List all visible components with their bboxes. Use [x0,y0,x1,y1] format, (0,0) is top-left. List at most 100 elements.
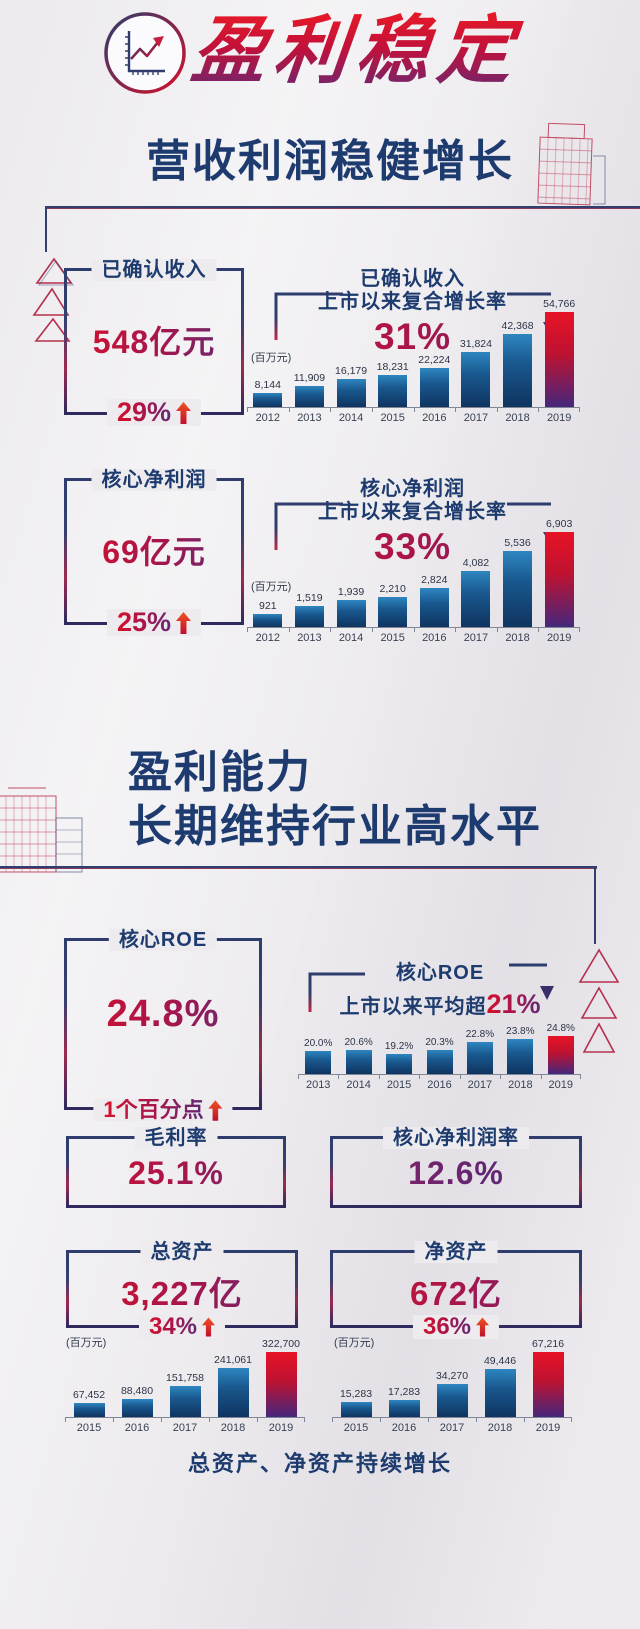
stat-label: 核心净利润率 [393,1127,519,1149]
axis-tick [455,407,456,412]
bar-value-label: 17,283 [387,1386,421,1398]
bar [507,1039,534,1074]
bar-value-label: 1,939 [337,586,365,598]
x-axis [65,1417,305,1418]
stat-label-chip: 毛利率 [134,1127,218,1149]
bar [253,393,283,407]
stat-label: 核心ROE [118,929,208,951]
bar [169,1386,201,1417]
bar-value-label: 2,210 [379,583,406,595]
bar-value-label: 20.6% [344,1037,373,1048]
unit-label: (百万元) [251,581,292,593]
page-title: 盈利稳定 [187,4,577,98]
bar-value-label: 67,216 [531,1338,565,1350]
section1-heading: 营收利润稳健增长 [146,137,514,186]
axis-year-label: 2015 [386,1079,412,1091]
axis-tick [541,1074,542,1079]
axis-tick [372,407,373,412]
axis-tick [247,627,248,632]
axis-tick [113,1417,114,1422]
axis-year-label: 2017 [467,1079,493,1091]
axis-tick [338,1074,339,1079]
net-assets-box: 净资产 672亿 36% [330,1241,582,1339]
bar [265,1352,297,1417]
chart-title-line2: 上市以来复合增长率 [318,501,507,523]
axis-tick [580,1074,581,1079]
line-chart-icon [104,12,186,94]
profit-chart: 核心净利润 上市以来复合增长率 33% (百万元) 921 2012 1,519 20… [245,478,580,648]
chart-title: 核心ROE [395,962,485,984]
bar-value-label: 322,700 [262,1338,300,1350]
axis-year-label: 2016 [422,412,447,424]
axis-year-label: 2012 [255,632,281,644]
bar-value-label: 19.2% [384,1041,414,1052]
bar-value-label: 2,824 [421,574,448,586]
bar [419,588,449,627]
axis-tick [298,1074,299,1079]
bar-value-label: 8,144 [254,379,281,391]
axis-tick [330,627,331,632]
chart-title-line2: 上市以来复合增长率 [318,291,507,313]
axis-tick [579,627,580,632]
axis-year-label: 2017 [463,412,489,424]
bar [419,368,449,407]
stat-value: 3,227亿 [69,1267,295,1315]
chart-title-line1: 核心净利润 [360,478,465,500]
growth-value: 1个百分点 [103,1097,204,1122]
up-arrow-icon [176,611,192,634]
bar [336,379,366,407]
roe-chart: 核心ROE 上市以来平均超21% 20.0% 2013 20.6% 2014 19.2%… [295,962,585,1094]
axis-tick [414,407,415,412]
axis-year-label: 2016 [391,1422,417,1434]
stat-label: 核心净利润 [101,469,207,491]
total-assets-box: 总资产 3,227亿 34% [66,1241,298,1339]
bar-value-label: 20.0% [304,1038,333,1049]
axis-tick [476,1417,477,1422]
bar-value-label: 24.8% [546,1023,575,1034]
bar-value-label: 88,480 [120,1385,154,1397]
footer-note: 总资产、净资产持续增长 [187,1451,452,1476]
axis-year-label: 2017 [172,1422,198,1434]
axis-tick [332,1417,333,1422]
stat-value: 672亿 [333,1267,579,1315]
bar [378,375,408,407]
axis-tick [497,627,498,632]
gross-margin-box: 毛利率 25.1% [66,1127,286,1208]
x-axis [247,407,580,408]
axis-tick [571,1417,572,1422]
axis-tick [161,1417,162,1422]
bar-value-label: 67,452 [72,1389,106,1401]
axis-year-label: 2018 [505,632,530,644]
axis-tick [460,1074,461,1079]
axis-tick [419,1074,420,1079]
bar [253,614,283,627]
stat-value: 24.8% [67,993,259,1036]
axis-year-label: 2012 [255,412,281,424]
bar [121,1399,153,1417]
bar [336,600,366,627]
section2-heading-line2: 长期维持行业高水平 [128,802,542,851]
axis-year-label: 2016 [427,1079,452,1091]
bar-value-label: 54,766 [543,298,576,310]
stat-label-chip: 净资产 [414,1241,498,1263]
bar [461,352,491,407]
stat-label-chip: 核心净利润率 [383,1127,529,1149]
stat-value: 548亿元 [67,317,241,363]
bar [294,386,324,407]
up-arrow-icon [202,1317,216,1337]
stat-label: 总资产 [150,1241,214,1263]
bar-value-label: 18,231 [376,361,409,373]
bar-value-label: 20.3% [425,1037,454,1048]
header-badge [102,10,188,96]
bar-value-label: 921 [259,600,277,612]
axis-tick [304,1417,305,1422]
corner-bracket-icon [273,502,345,557]
axis-year-label: 2015 [76,1422,102,1434]
bar-plot: 67,452 2015 88,480 2016 151,758 2017 241,061 20… [65,1336,305,1434]
x-axis [332,1417,572,1418]
axis-year-label: 2013 [297,632,322,644]
axis-tick [379,1074,380,1079]
bar-plot: 15,283 2015 17,283 2016 34,270 2017 49,446 2018… [332,1336,572,1434]
axis-tick [372,627,373,632]
